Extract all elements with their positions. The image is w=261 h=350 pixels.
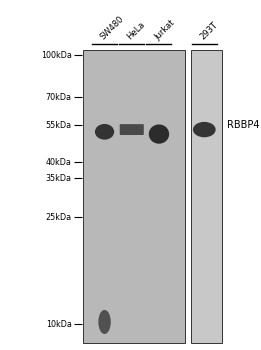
Text: 100kDa: 100kDa	[41, 51, 72, 60]
Text: SW480: SW480	[98, 15, 125, 42]
Ellipse shape	[193, 122, 216, 137]
Text: RBBP4: RBBP4	[227, 120, 259, 130]
Text: 293T: 293T	[198, 21, 219, 42]
Text: 10kDa: 10kDa	[46, 320, 72, 329]
Bar	[83, 50, 185, 343]
Bar	[191, 50, 222, 343]
Text: 35kDa: 35kDa	[46, 174, 72, 182]
Ellipse shape	[98, 310, 111, 334]
Text: Jurkat: Jurkat	[153, 18, 176, 42]
Ellipse shape	[95, 124, 114, 140]
Text: HeLa: HeLa	[125, 20, 147, 42]
Text: 55kDa: 55kDa	[46, 121, 72, 130]
Ellipse shape	[149, 125, 169, 144]
Text: 70kDa: 70kDa	[46, 93, 72, 101]
Text: 25kDa: 25kDa	[46, 213, 72, 222]
FancyBboxPatch shape	[120, 124, 144, 135]
Text: 40kDa: 40kDa	[46, 158, 72, 167]
